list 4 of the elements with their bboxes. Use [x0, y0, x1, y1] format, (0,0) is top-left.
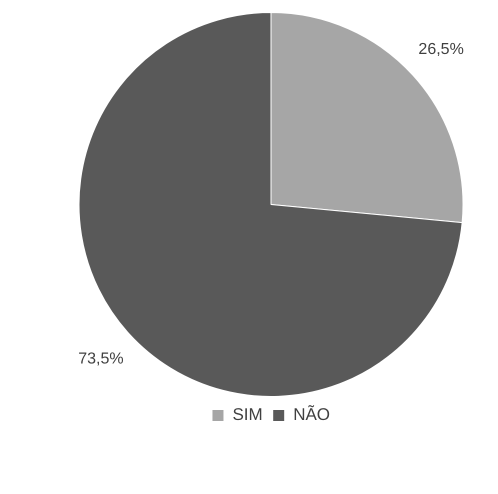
data-label: 26,5% [418, 41, 464, 58]
legend-label: SIM [232, 405, 263, 424]
legend-label: NÃO [293, 405, 330, 424]
data-label: 73,5% [78, 350, 124, 368]
